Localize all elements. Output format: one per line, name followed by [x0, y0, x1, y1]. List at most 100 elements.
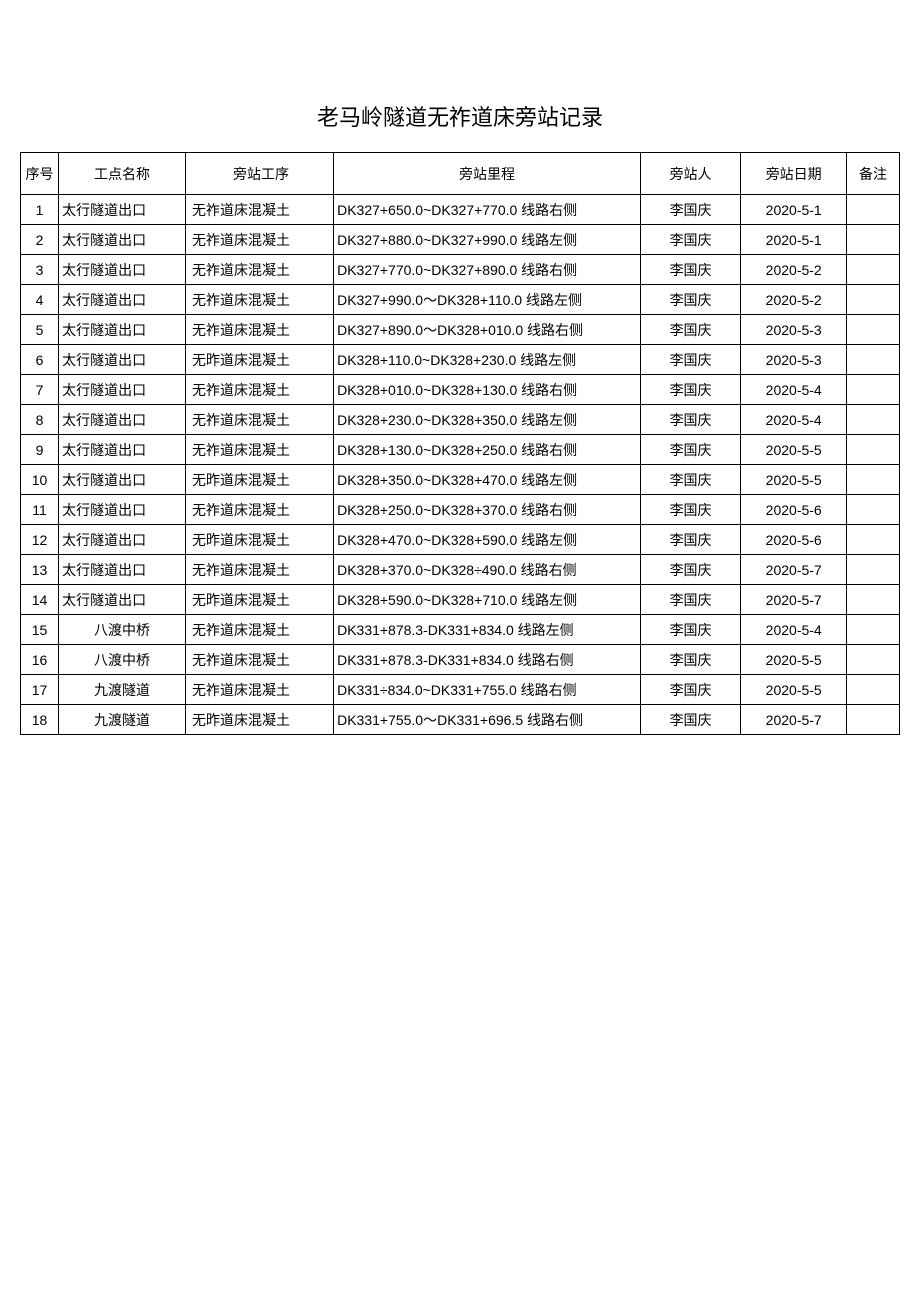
cell-process: 无昨道床混凝土	[186, 705, 334, 735]
cell-person: 李国庆	[640, 195, 740, 225]
cell-remark	[847, 315, 900, 345]
cell-seq: 8	[21, 405, 59, 435]
cell-process: 无祚道床混凝土	[186, 255, 334, 285]
cell-date: 2020-5-2	[741, 255, 847, 285]
cell-seq: 18	[21, 705, 59, 735]
header-mileage: 旁站里程	[334, 153, 641, 195]
cell-person: 李国庆	[640, 285, 740, 315]
cell-seq: 10	[21, 465, 59, 495]
cell-date: 2020-5-5	[741, 435, 847, 465]
cell-mileage: DK327+880.0~DK327+990.0 线路左侧	[334, 225, 641, 255]
header-person: 旁站人	[640, 153, 740, 195]
cell-mileage: DK328+010.0~DK328+130.0 线路右侧	[334, 375, 641, 405]
cell-remark	[847, 495, 900, 525]
cell-remark	[847, 345, 900, 375]
cell-remark	[847, 615, 900, 645]
cell-mileage: DK327+890.0～DK328+010.0 线路右侧	[334, 315, 641, 345]
cell-seq: 5	[21, 315, 59, 345]
cell-process: 无昨道床混凝土	[186, 465, 334, 495]
cell-seq: 4	[21, 285, 59, 315]
cell-process: 无昨道床混凝土	[186, 345, 334, 375]
cell-date: 2020-5-3	[741, 345, 847, 375]
cell-date: 2020-5-1	[741, 225, 847, 255]
header-seq: 序号	[21, 153, 59, 195]
cell-date: 2020-5-5	[741, 675, 847, 705]
cell-seq: 14	[21, 585, 59, 615]
cell-remark	[847, 585, 900, 615]
cell-mileage: DK328+130.0~DK328+250.0 线路右侧	[334, 435, 641, 465]
cell-location: 太行隧道出口	[59, 315, 186, 345]
cell-location: 太行隧道出口	[59, 525, 186, 555]
cell-person: 李国庆	[640, 255, 740, 285]
cell-process: 无祚道床混凝土	[186, 435, 334, 465]
cell-location: 太行隧道出口	[59, 345, 186, 375]
header-date: 旁站日期	[741, 153, 847, 195]
cell-location: 太行隧道出口	[59, 435, 186, 465]
cell-location: 太行隧道出口	[59, 255, 186, 285]
cell-location: 太行隧道出口	[59, 405, 186, 435]
cell-location: 太行隧道出口	[59, 195, 186, 225]
table-body: 1太行隧道出口无祚道床混凝土DK327+650.0~DK327+770.0 线路…	[21, 195, 900, 735]
cell-mileage: DK327+990.0～DK328+110.0 线路左侧	[334, 285, 641, 315]
cell-date: 2020-5-3	[741, 315, 847, 345]
cell-person: 李国庆	[640, 375, 740, 405]
cell-date: 2020-5-5	[741, 645, 847, 675]
cell-process: 无祚道床混凝土	[186, 645, 334, 675]
cell-remark	[847, 285, 900, 315]
cell-person: 李国庆	[640, 525, 740, 555]
page-title: 老马岭隧道无祚道床旁站记录	[20, 100, 900, 132]
table-row: 2太行隧道出口无祚道床混凝土DK327+880.0~DK327+990.0 线路…	[21, 225, 900, 255]
cell-mileage: DK331+755.0～DK331+696.5 线路右侧	[334, 705, 641, 735]
table-row: 17九渡隧道无祚道床混凝土DK331÷834.0~DK331+755.0 线路右…	[21, 675, 900, 705]
cell-seq: 7	[21, 375, 59, 405]
cell-remark	[847, 195, 900, 225]
table-row: 13太行隧道出口无祚道床混凝土DK328+370.0~DK328÷490.0 线…	[21, 555, 900, 585]
cell-person: 李国庆	[640, 645, 740, 675]
cell-date: 2020-5-7	[741, 585, 847, 615]
cell-date: 2020-5-6	[741, 525, 847, 555]
table-row: 5太行隧道出口无祚道床混凝土DK327+890.0～DK328+010.0 线路…	[21, 315, 900, 345]
cell-remark	[847, 225, 900, 255]
cell-remark	[847, 555, 900, 585]
table-row: 9太行隧道出口无祚道床混凝土DK328+130.0~DK328+250.0 线路…	[21, 435, 900, 465]
cell-seq: 1	[21, 195, 59, 225]
cell-seq: 3	[21, 255, 59, 285]
cell-process: 无祚道床混凝土	[186, 225, 334, 255]
cell-person: 李国庆	[640, 345, 740, 375]
table-row: 10太行隧道出口无昨道床混凝土DK328+350.0~DK328+470.0 线…	[21, 465, 900, 495]
cell-mileage: DK331+878.3-DK331+834.0 线路右侧	[334, 645, 641, 675]
cell-date: 2020-5-1	[741, 195, 847, 225]
table-header-row: 序号 工点名称 旁站工序 旁站里程 旁站人 旁站日期 备注	[21, 153, 900, 195]
cell-process: 无祚道床混凝土	[186, 315, 334, 345]
cell-mileage: DK328+590.0~DK328+710.0 线路左侧	[334, 585, 641, 615]
cell-seq: 13	[21, 555, 59, 585]
cell-mileage: DK328+110.0~DK328+230.0 线路左侧	[334, 345, 641, 375]
cell-person: 李国庆	[640, 615, 740, 645]
cell-remark	[847, 465, 900, 495]
cell-seq: 12	[21, 525, 59, 555]
cell-person: 李国庆	[640, 405, 740, 435]
table-row: 7太行隧道出口无祚道床混凝土DK328+010.0~DK328+130.0 线路…	[21, 375, 900, 405]
cell-person: 李国庆	[640, 555, 740, 585]
cell-process: 无祚道床混凝土	[186, 405, 334, 435]
cell-seq: 15	[21, 615, 59, 645]
cell-date: 2020-5-7	[741, 555, 847, 585]
cell-seq: 9	[21, 435, 59, 465]
cell-date: 2020-5-4	[741, 405, 847, 435]
cell-location: 太行隧道出口	[59, 585, 186, 615]
table-row: 4太行隧道出口无祚道床混凝土DK327+990.0～DK328+110.0 线路…	[21, 285, 900, 315]
cell-seq: 6	[21, 345, 59, 375]
cell-remark	[847, 255, 900, 285]
cell-seq: 17	[21, 675, 59, 705]
cell-location: 太行隧道出口	[59, 375, 186, 405]
table-row: 18九渡隧道无昨道床混凝土DK331+755.0～DK331+696.5 线路右…	[21, 705, 900, 735]
cell-remark	[847, 645, 900, 675]
cell-date: 2020-5-2	[741, 285, 847, 315]
cell-process: 无祚道床混凝土	[186, 375, 334, 405]
cell-process: 无祚道床混凝土	[186, 555, 334, 585]
cell-remark	[847, 435, 900, 465]
cell-date: 2020-5-7	[741, 705, 847, 735]
header-location: 工点名称	[59, 153, 186, 195]
cell-mileage: DK328+350.0~DK328+470.0 线路左侧	[334, 465, 641, 495]
cell-location: 太行隧道出口	[59, 495, 186, 525]
